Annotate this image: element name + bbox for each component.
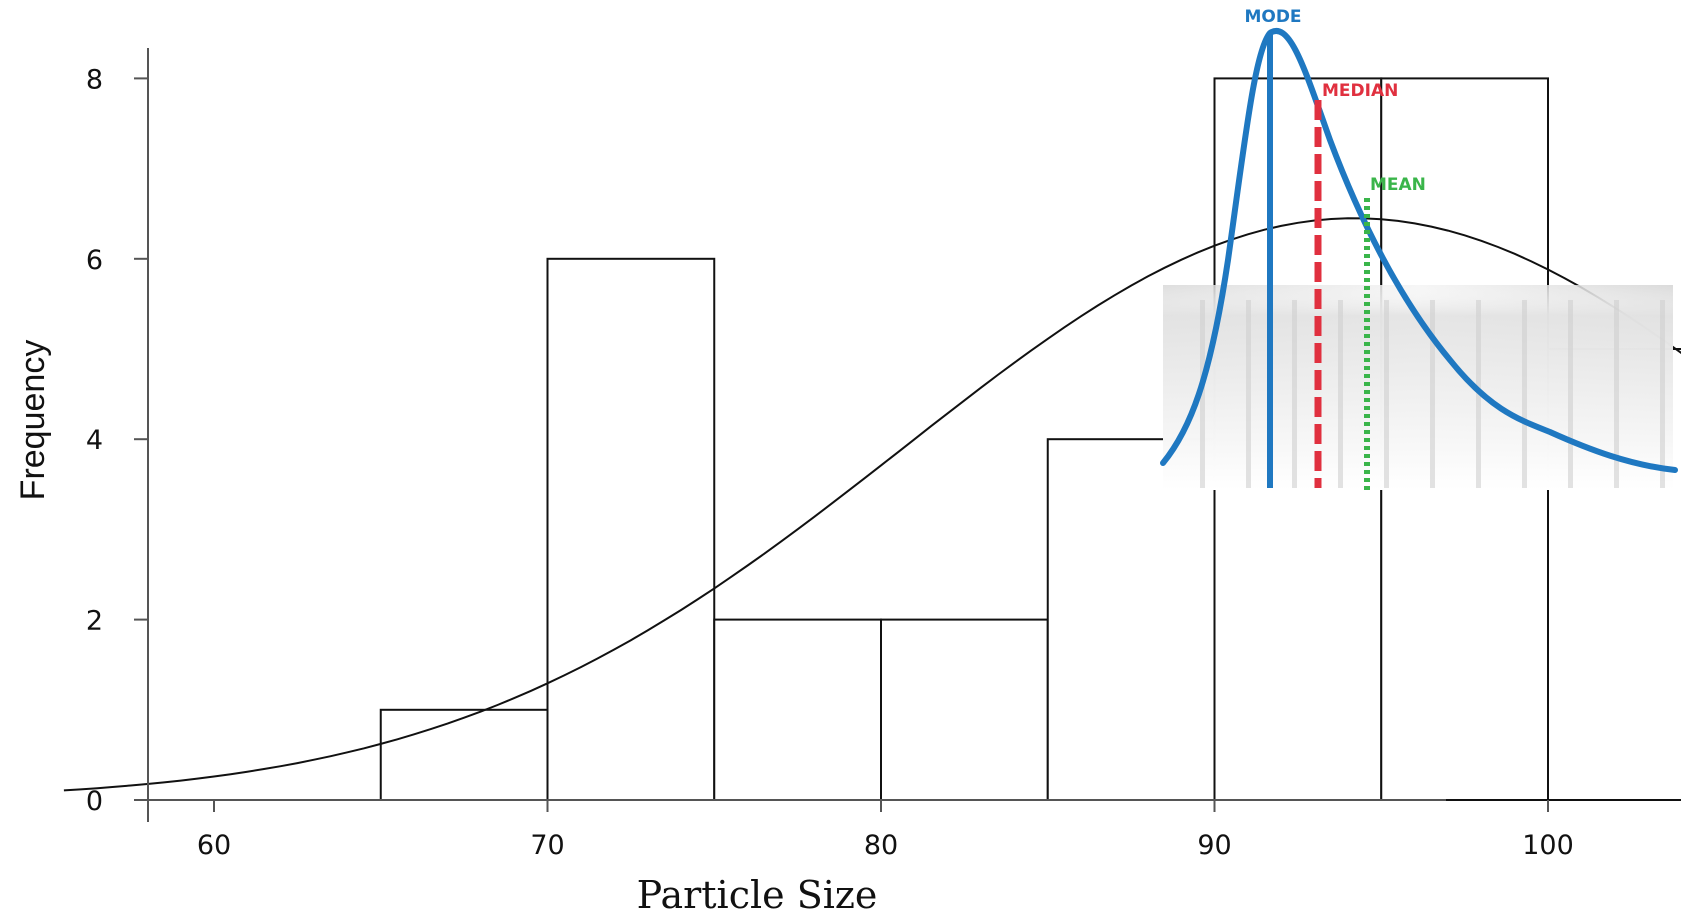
mode-label: MODE [1244,7,1301,27]
median-label: MEDIAN [1322,81,1398,101]
y-tick-label: 8 [86,64,103,95]
mean-label: MEAN [1370,175,1426,195]
x-ticks: 60708090100110120130 [197,800,1574,861]
histogram-bar [546,257,716,801]
x-tick-label: 100 [1522,830,1574,861]
inset-stripe [1522,300,1527,488]
y-axis-label: Frequency [14,340,52,501]
y-tick-label: 4 [86,425,103,456]
x-axis-label: Particle Size [637,873,878,913]
y-tick-label: 6 [86,245,103,276]
inset-stripe [1338,300,1343,488]
y-tick-label: 2 [86,606,103,637]
skewed-distribution-inset: MODE MEDIAN MEAN [1160,7,1678,490]
inset-stripe [1200,300,1205,488]
histogram-bar [379,708,549,801]
inset-stripe [1246,300,1251,488]
histogram-bar [1046,438,1216,801]
inset-stripe [1614,300,1619,488]
inset-stripes [1200,300,1665,488]
histogram-bar [713,618,882,801]
normal-fit-curve [63,217,1681,792]
histogram-bars [379,77,1681,801]
histogram-bar [880,618,1049,801]
y-ticks: 0 2 4 6 8 [86,64,148,817]
skewed-curve [1160,28,1678,473]
x-tick-label: 80 [864,830,898,861]
inset-stripe [1384,300,1389,488]
y-tick-label: 0 [86,786,103,817]
x-tick-label: 90 [1197,830,1231,861]
x-tick-label: 70 [530,830,564,861]
x-tick-label: 60 [197,830,231,861]
inset-stripe [1430,300,1435,488]
inset-stripe [1292,300,1297,488]
inset-stripe [1660,300,1665,488]
axes [147,48,1446,822]
inset-stripe [1568,300,1573,488]
